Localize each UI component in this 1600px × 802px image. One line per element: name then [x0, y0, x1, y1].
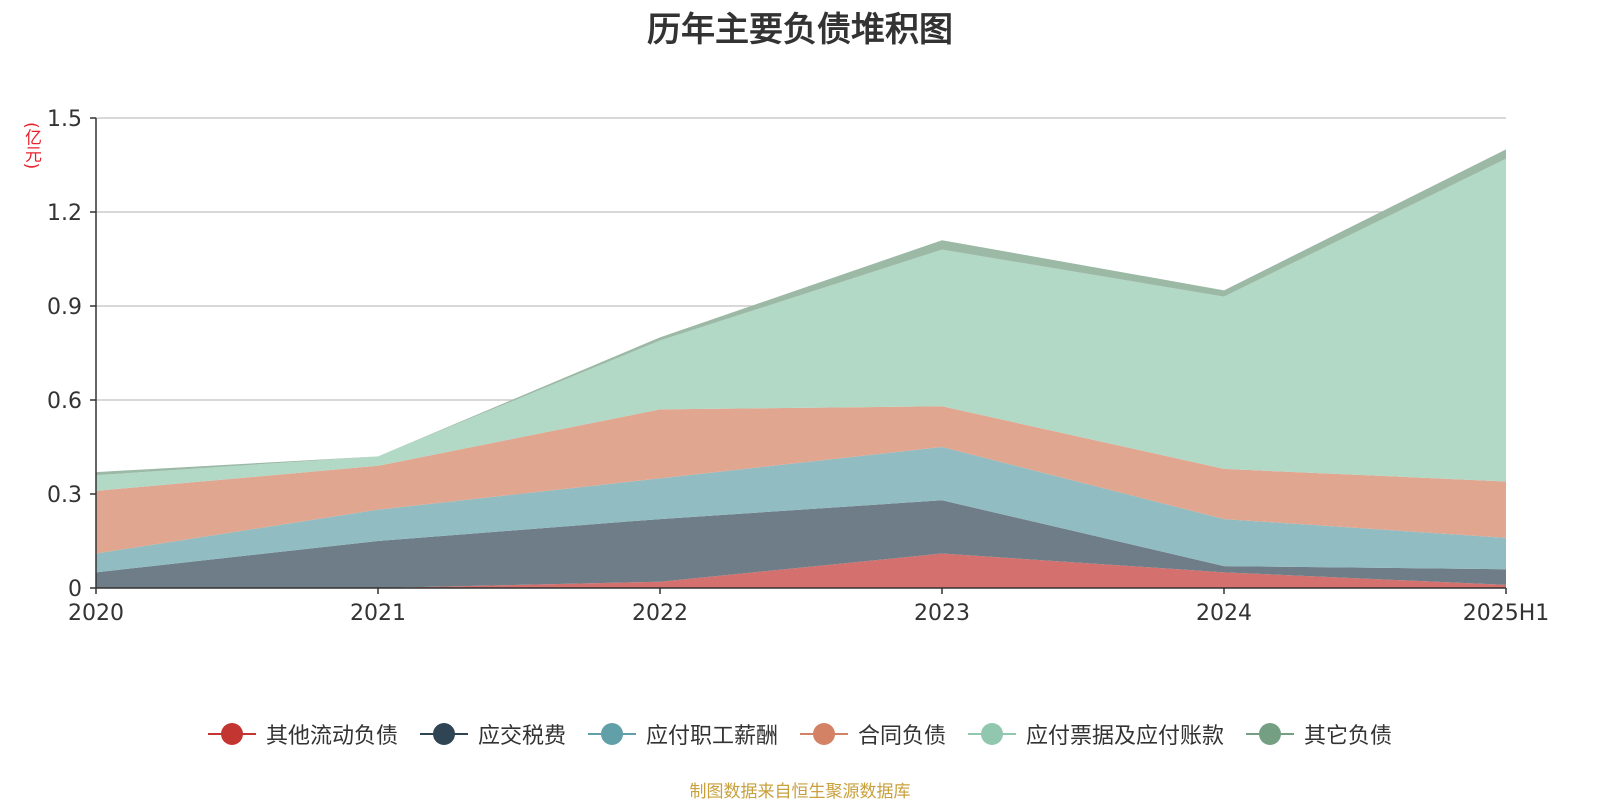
y-tick-label: 0.9 [47, 295, 82, 320]
legend-marker-icon [419, 722, 468, 746]
legend-marker-icon [1246, 722, 1295, 746]
legend-marker-icon [587, 722, 636, 746]
x-tick-label: 2024 [1196, 601, 1252, 626]
y-axis-unit-label: (亿元) [21, 122, 41, 170]
legend-item-1[interactable]: 应交税费 [419, 718, 566, 750]
area-series-0 [96, 553, 1506, 588]
legend-label: 应交税费 [477, 724, 566, 749]
legend-item-4[interactable]: 应付票据及应付账款 [968, 718, 1224, 750]
legend-item-2[interactable]: 应付职工薪酬 [587, 718, 778, 750]
legend-item-5[interactable]: 其它负债 [1246, 718, 1392, 750]
legend-label: 应付票据及应付账款 [1026, 724, 1225, 749]
x-tick-label: 2021 [350, 601, 406, 626]
legend-label: 其它负债 [1304, 724, 1393, 749]
y-tick-label: 1.5 [47, 107, 82, 132]
area-series-3 [96, 406, 1506, 554]
y-tick-label: 1.2 [47, 201, 82, 226]
legend-label: 合同负债 [858, 724, 947, 749]
x-tick-label: 2025H1 [1463, 601, 1550, 626]
source-note: 制图数据来自恒生聚源数据库 [689, 782, 911, 802]
x-tick-label: 2020 [68, 601, 124, 626]
legend-label: 应付职工薪酬 [645, 724, 778, 749]
area-series-1 [96, 500, 1506, 588]
legend-item-3[interactable]: 合同负债 [800, 718, 946, 750]
legend-marker-icon [207, 722, 256, 746]
legend-label: 其他流动负债 [265, 724, 398, 749]
y-tick-label: 0.6 [47, 389, 82, 414]
legend-marker-icon [800, 722, 848, 746]
legend-item-0[interactable]: 其他流动负债 [207, 718, 398, 750]
axes: 0 0.3 0.6 0.9 1.2 1.5 2020 2021 2022 2023 2024 2025… [47, 107, 1549, 626]
legend: 其他流动负债 应交税费 应付职工薪酬 合同负债 应付票据及应付账款 其它负债 [0, 718, 1600, 750]
y-tick-label: 0 [68, 577, 82, 602]
area-series [96, 149, 1506, 588]
x-tick-label: 2023 [914, 601, 970, 626]
y-tick-label: 0.3 [47, 483, 82, 508]
area-series-2 [96, 447, 1506, 573]
legend-marker-icon [968, 722, 1017, 746]
area-series-4 [96, 158, 1506, 491]
x-tick-label: 2022 [632, 601, 688, 626]
chart-title: 历年主要负债堆积图 [647, 10, 953, 50]
